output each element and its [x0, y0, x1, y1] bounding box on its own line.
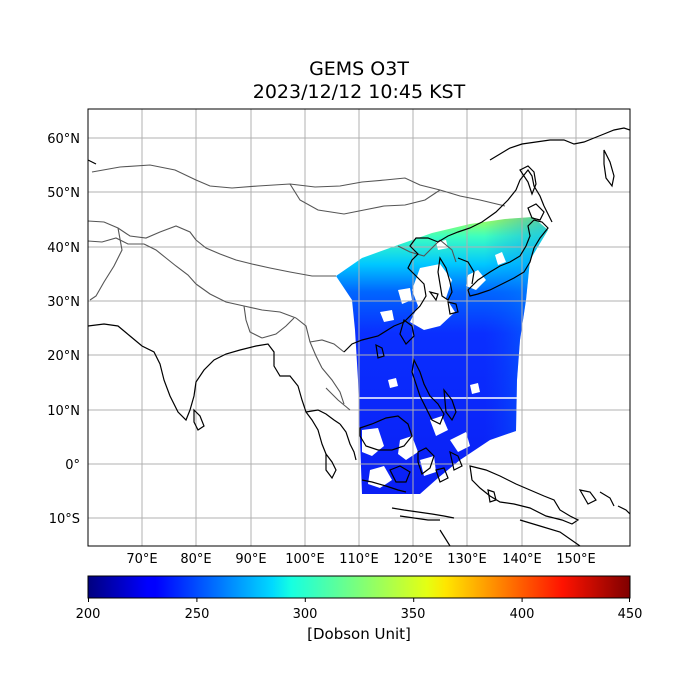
lon-tick-label: 100°E [285, 552, 325, 567]
lon-tick-labels: 70°E 80°E 90°E 100°E 110°E 120°E 130°E 1… [126, 552, 595, 567]
lon-tick-label: 150°E [556, 552, 596, 567]
colorbar-tick-label: 450 [618, 607, 643, 622]
colorbar-tick-label: 400 [510, 607, 535, 622]
lat-tick-label: 50°N [47, 186, 80, 201]
title-product: GEMS O3T [309, 58, 409, 80]
colorbar-ticks [88, 598, 630, 602]
lon-tick-label: 120°E [393, 552, 433, 567]
map-frame [87, 108, 631, 547]
graticule [88, 109, 630, 546]
country-borders [88, 164, 506, 411]
lat-tick-label: 60°N [47, 132, 80, 147]
lat-tick-label: 0° [65, 458, 80, 473]
lat-tick-label: 40°N [47, 241, 80, 256]
map-area [88, 109, 630, 546]
colorbar-tick-label: 250 [185, 607, 210, 622]
lon-tick-label: 110°E [339, 552, 379, 567]
colorbar-tick-label: 200 [76, 607, 101, 622]
lat-tick-label: 10°S [49, 512, 80, 527]
lon-tick-label: 140°E [502, 552, 542, 567]
colorbar-gradient [87, 575, 631, 599]
lat-tick-label: 10°N [47, 404, 80, 419]
colorbar: 200 250 300 350 400 450 [Dobson Unit] [76, 575, 643, 643]
coastlines [88, 127, 630, 546]
lat-tick-labels: 60°N 50°N 40°N 30°N 20°N 10°N 0° 10°S [47, 132, 80, 527]
lat-tick-label: 30°N [47, 295, 80, 310]
lon-tick-label: 80°E [180, 552, 211, 567]
lon-tick-label: 130°E [447, 552, 487, 567]
lon-tick-label: 70°E [126, 552, 157, 567]
title-datetime: 2023/12/12 10:45 KST [252, 81, 466, 103]
colorbar-tick-label: 300 [293, 607, 318, 622]
lon-tick-label: 90°E [235, 552, 266, 567]
colorbar-tick-label: 350 [401, 607, 426, 622]
lat-tick-label: 20°N [47, 349, 80, 364]
map-title: GEMS O3T 2023/12/12 10:45 KST [0, 58, 700, 104]
colorbar-label: [Dobson Unit] [307, 625, 411, 643]
